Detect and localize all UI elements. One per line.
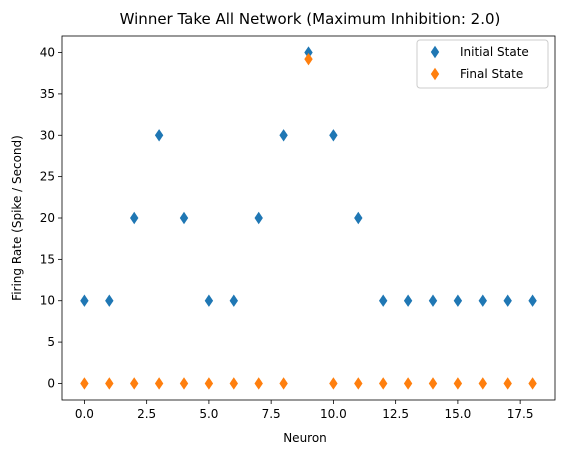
data-point [154, 129, 164, 142]
x-tick-label: 0.0 [75, 407, 94, 421]
y-tick-label: 40 [40, 46, 55, 60]
data-point [130, 211, 139, 225]
data-point [154, 377, 164, 390]
data-point [105, 377, 114, 390]
data-point [279, 129, 288, 142]
y-tick-label: 25 [40, 170, 55, 184]
data-point [279, 377, 288, 390]
x-tick-label: 10.0 [320, 407, 347, 421]
data-point [304, 46, 313, 59]
legend: Initial State Final State [416, 39, 549, 89]
data-point [179, 377, 189, 390]
y-tick-label: 5 [47, 335, 55, 349]
y-axis-label: Firing Rate (Spike / Second) [10, 135, 24, 301]
data-point [204, 294, 214, 307]
y-axis: 0 5 10 15 20 25 30 35 40 [40, 46, 62, 390]
data-points [80, 46, 537, 390]
data-point [428, 294, 438, 307]
y-tick-label: 0 [47, 376, 55, 390]
legend-label: Final State [460, 67, 523, 81]
data-point [378, 377, 388, 390]
y-tick-label: 20 [40, 211, 55, 225]
y-tick-label: 35 [40, 87, 55, 101]
x-tick-label: 12.5 [382, 407, 409, 421]
x-tick-label: 17.5 [507, 407, 534, 421]
data-point [354, 211, 363, 225]
data-point [528, 294, 537, 307]
data-point [428, 377, 438, 390]
x-axis: 0.0 2.5 5.0 7.5 10.0 12.5 15.0 17.5 [75, 400, 534, 421]
data-point [403, 377, 413, 390]
data-point [329, 129, 338, 142]
data-point [229, 377, 239, 390]
data-point [179, 211, 189, 225]
data-point [478, 294, 487, 307]
legend-marker [430, 67, 440, 81]
data-point [304, 52, 313, 66]
legend-marker [430, 45, 440, 59]
x-tick-label: 7.5 [262, 407, 281, 421]
data-point [105, 294, 114, 307]
x-axis-label: Neuron [283, 431, 327, 445]
data-point [528, 377, 537, 390]
data-point [403, 294, 413, 307]
data-point [503, 377, 512, 390]
data-point [204, 377, 214, 390]
series-final-state [80, 52, 537, 390]
data-point [453, 377, 463, 390]
x-tick-label: 5.0 [199, 407, 218, 421]
data-point [254, 211, 263, 225]
x-tick-label: 2.5 [137, 407, 156, 421]
series-initial-state [80, 46, 537, 307]
data-point [453, 294, 463, 307]
data-point [80, 377, 89, 390]
y-tick-label: 15 [40, 252, 55, 266]
data-point [229, 294, 239, 307]
legend-label: Initial State [460, 45, 529, 59]
y-tick-label: 30 [40, 128, 55, 142]
data-point [80, 294, 89, 307]
data-point [130, 377, 139, 390]
data-point [378, 294, 388, 307]
data-point [354, 377, 363, 390]
data-point [478, 377, 487, 390]
data-point [254, 377, 263, 390]
data-point [329, 377, 338, 390]
x-tick-label: 15.0 [445, 407, 472, 421]
legend-box [416, 39, 549, 89]
data-point [503, 294, 512, 307]
y-tick-label: 10 [40, 294, 55, 308]
chart-title: Winner Take All Network (Maximum Inhibit… [120, 10, 501, 28]
